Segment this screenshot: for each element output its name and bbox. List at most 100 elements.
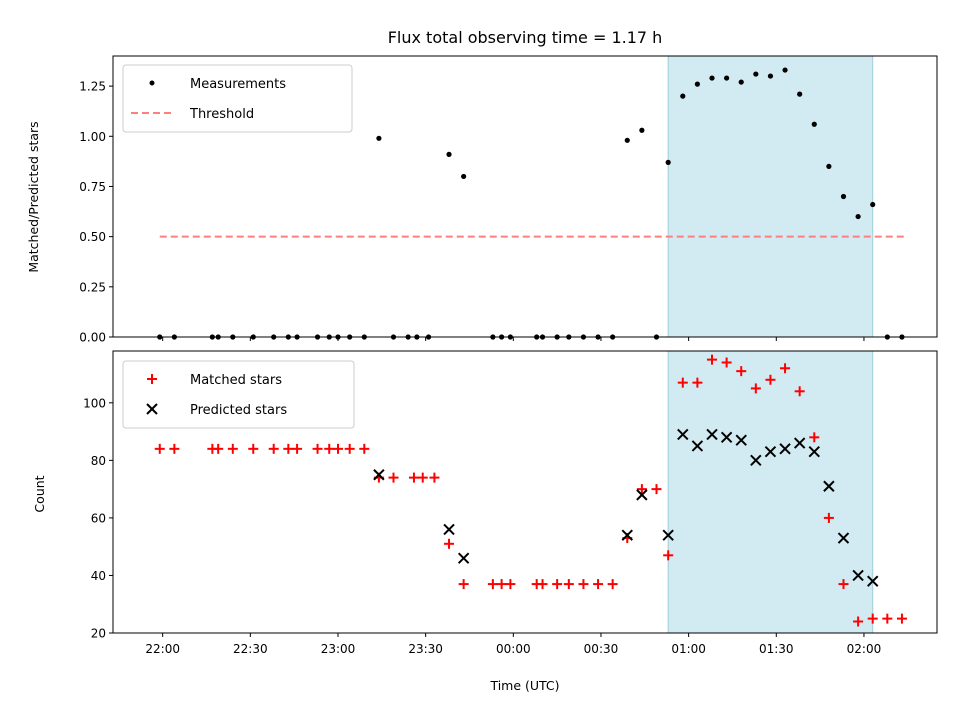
top-y-tick-label: 0.50: [79, 230, 106, 244]
matched-star-point: [248, 443, 259, 454]
matched-star-point: [417, 472, 428, 483]
top-y-tick-label: 0.00: [79, 331, 106, 345]
predicted-star-stroke-b: [867, 575, 879, 587]
legend-predicted-marker: [146, 403, 158, 415]
matched-star-point: [882, 613, 893, 624]
predicted-star-point: [677, 428, 689, 441]
matched-star-point: [552, 579, 563, 590]
matched-star-point: [359, 443, 370, 454]
predicted-star-point: [621, 529, 633, 541]
measurement-point: [738, 79, 744, 85]
predicted-star-point: [443, 523, 455, 536]
x-tick-label: 22:30: [233, 642, 268, 656]
bottom-y-tick-label: 20: [91, 627, 106, 641]
measurement-point: [826, 163, 832, 169]
predicted-star-stroke-b: [793, 437, 806, 449]
matched-star-point: [496, 579, 507, 590]
predicted-star-point: [823, 480, 835, 492]
predicted-star-point: [779, 443, 791, 455]
bottom-y-tick-label: 40: [91, 569, 106, 583]
x-tick-label: 00:00: [496, 642, 531, 656]
legend-measurements-marker: [149, 80, 155, 86]
predicted-star-point: [735, 434, 747, 446]
matched-star-point: [268, 443, 279, 454]
measurement-point: [624, 137, 630, 143]
x-tick-label: 23:00: [321, 642, 356, 656]
measurement-point: [782, 67, 788, 73]
predicted-star-point: [764, 446, 777, 458]
predicted-star-point: [793, 437, 806, 449]
matched-star-point: [607, 579, 618, 590]
predicted-star-point: [720, 431, 733, 444]
predicted-star-stroke-b: [706, 428, 718, 441]
legend-predicted-label: Predicted stars: [190, 403, 287, 418]
measurement-point: [797, 91, 803, 97]
predicted-star-stroke-b: [457, 552, 470, 564]
bottom-shaded-interval: [667, 350, 874, 634]
predicted-star-stroke-b: [823, 480, 835, 492]
matched-star-point: [838, 579, 849, 590]
measurement-point: [665, 159, 671, 165]
matched-star-point: [794, 386, 805, 397]
matched-star-point: [853, 616, 864, 627]
matched-star-point: [283, 443, 294, 454]
matched-star-point: [344, 443, 355, 454]
matched-star-point: [388, 472, 399, 483]
top-legend: Measurements Threshold: [122, 64, 353, 133]
legend-matched-marker: [147, 374, 157, 384]
predicted-star-point: [662, 529, 674, 541]
matched-star-point: [154, 443, 165, 454]
measurement-point: [461, 173, 467, 180]
matched-star-point: [896, 613, 907, 624]
predicted-star-stroke-b: [691, 440, 704, 452]
matched-star-point: [736, 366, 747, 377]
predicted-star-point: [852, 569, 864, 582]
predicted-star-point: [867, 575, 879, 587]
measurement-point: [376, 135, 382, 141]
legend-matched-label: Matched stars: [190, 373, 282, 388]
predicted-star-stroke-b: [636, 489, 648, 501]
matched-star-point: [651, 484, 662, 495]
x-tick-label: 23:30: [408, 642, 443, 656]
x-tick-label: 02:00: [847, 642, 882, 656]
x-tick-label: 01:00: [671, 642, 706, 656]
predicted-star-stroke-b: [852, 569, 864, 582]
predicted-star-stroke-b: [764, 446, 777, 458]
predicted-star-point: [808, 446, 820, 458]
top-y-tick-label: 0.75: [79, 180, 106, 194]
matched-star-point: [593, 579, 604, 590]
predicted-star-point: [837, 532, 850, 544]
predicted-star-stroke-b: [720, 431, 733, 444]
matched-star-point: [324, 443, 335, 454]
bottom-y-tick-label: 100: [83, 396, 106, 410]
matched-star-point: [563, 579, 574, 590]
matched-star-point: [677, 377, 688, 388]
predicted-star-point: [691, 440, 704, 452]
predicted-star-stroke-b: [808, 446, 820, 458]
measurement-point: [639, 127, 645, 133]
bottom-y-tick-label: 80: [91, 454, 106, 468]
matched-star-point: [867, 613, 878, 624]
predicted-star-stroke-b: [373, 469, 385, 481]
measurement-point: [855, 213, 861, 220]
predicted-star-stroke-b: [779, 443, 791, 455]
x-tick-label: 01:30: [759, 642, 794, 656]
predicted-star-stroke-b: [735, 434, 747, 446]
top-y-axis-label: Matched/Predicted stars: [26, 121, 41, 272]
matched-star-point: [332, 443, 343, 454]
measurement-point: [680, 93, 686, 99]
matched-star-point: [444, 538, 455, 549]
matched-star-point: [429, 472, 440, 483]
top-shaded-interval: [667, 55, 874, 338]
measurement-point: [870, 201, 876, 208]
bottom-data-marks: [154, 354, 907, 627]
top-y-tick-label: 1.00: [79, 130, 106, 144]
matched-star-point: [663, 550, 674, 561]
bottom-y-axis-label: Count: [32, 475, 47, 512]
bottom-legend: Matched stars Predicted stars: [122, 360, 355, 429]
measurement-point: [811, 121, 817, 127]
matched-star-point: [823, 512, 834, 523]
legend-threshold-label: Threshold: [189, 107, 254, 122]
top-axes-frame: [112, 55, 938, 338]
